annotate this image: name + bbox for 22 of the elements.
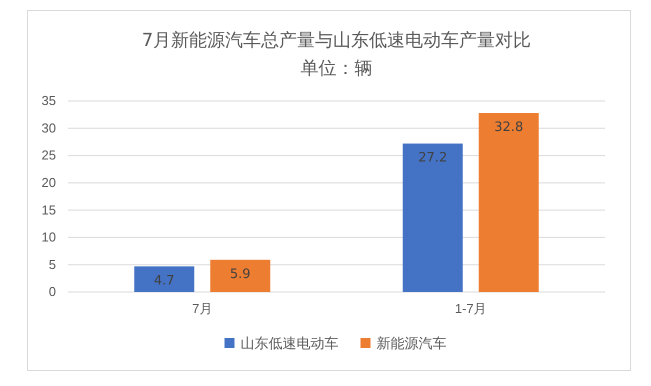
data-label: 32.8: [494, 120, 524, 136]
y-tick-label: 25: [42, 148, 56, 163]
bar: [478, 113, 539, 292]
y-tick-label: 30: [42, 120, 56, 136]
y-tick-label: 5: [48, 256, 56, 272]
y-tick-label: 0: [48, 284, 56, 300]
bar: [210, 260, 270, 292]
data-label: 27.2: [418, 150, 448, 166]
data-label: 4.7: [154, 273, 175, 288]
y-tick-label: 15: [42, 202, 56, 218]
chart-subtitle: 单位：辆: [300, 58, 372, 79]
y-tick-label: 20: [42, 175, 56, 190]
legend-label: 新能源汽车: [376, 336, 446, 352]
y-tick-label: 10: [42, 230, 56, 245]
bar: [134, 266, 194, 292]
x-tick-label: 7月: [192, 301, 212, 316]
y-tick-label: 35: [42, 93, 56, 108]
legend-label: 山东低速电动车: [240, 336, 338, 352]
x-tick-label: 1-7月: [454, 301, 487, 316]
data-label: 5.9: [230, 266, 251, 282]
bar: [402, 144, 463, 292]
chart-title: 7月新能源汽车总产量与山东低速电动车产量对比: [142, 30, 532, 51]
